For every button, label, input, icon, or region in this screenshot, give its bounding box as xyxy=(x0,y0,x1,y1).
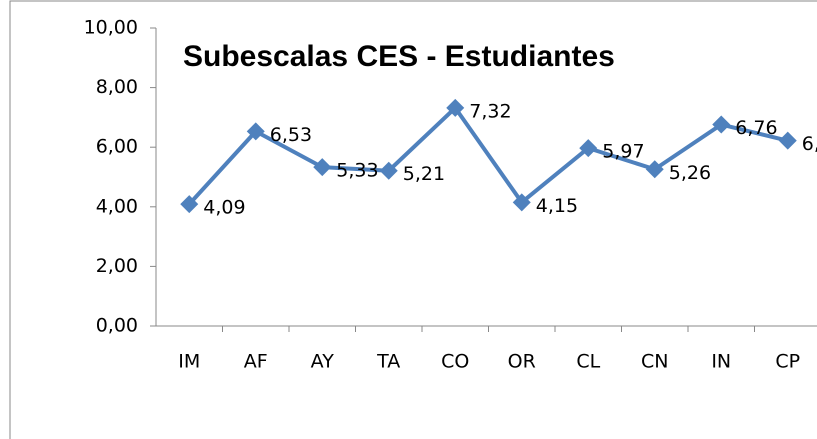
data-label: 5,33 xyxy=(336,160,378,182)
data-label: 4,15 xyxy=(536,195,578,217)
data-label: 5,21 xyxy=(403,163,445,185)
point-marker xyxy=(313,158,332,177)
series-line xyxy=(187,105,789,206)
point-marker xyxy=(712,115,731,134)
y-tick-label: 0,00 xyxy=(96,315,138,337)
x-tick-label: CO xyxy=(441,351,469,373)
data-label: 6,53 xyxy=(270,124,312,146)
y-tick-label: 6,00 xyxy=(96,136,138,158)
x-tick-label: CL xyxy=(576,351,600,373)
x-tick-label: CP xyxy=(775,351,800,373)
data-label: 7,32 xyxy=(469,100,511,122)
x-tick-label: CN xyxy=(641,351,668,373)
data-label: 6,22 xyxy=(802,133,817,155)
point-marker xyxy=(246,122,265,141)
x-tick-label: AY xyxy=(311,351,335,373)
data-label: 4,09 xyxy=(203,197,245,219)
point-marker xyxy=(379,161,398,180)
data-label: 6,76 xyxy=(735,117,777,139)
x-tick-label: IN xyxy=(711,351,731,373)
data-label: 5,97 xyxy=(602,141,644,163)
point-marker xyxy=(645,160,664,179)
x-tick-label: AF xyxy=(244,351,268,373)
y-tick-label: 2,00 xyxy=(96,255,138,277)
x-tick-label: OR xyxy=(508,351,536,373)
y-tick-label: 8,00 xyxy=(96,76,138,98)
chart-title: Subescalas CES - Estudiantes xyxy=(183,40,615,73)
chart-frame xyxy=(9,0,817,439)
point-marker xyxy=(579,139,598,158)
data-label: 5,26 xyxy=(669,162,711,184)
point-marker xyxy=(512,193,531,212)
y-tick-label: 4,00 xyxy=(96,195,138,217)
x-tick-label: TA xyxy=(376,351,400,373)
x-tick-label: IM xyxy=(178,351,200,373)
y-tick-label: 10,00 xyxy=(84,17,138,39)
point-marker xyxy=(180,195,199,214)
point-marker xyxy=(446,98,465,117)
point-marker xyxy=(778,131,797,150)
